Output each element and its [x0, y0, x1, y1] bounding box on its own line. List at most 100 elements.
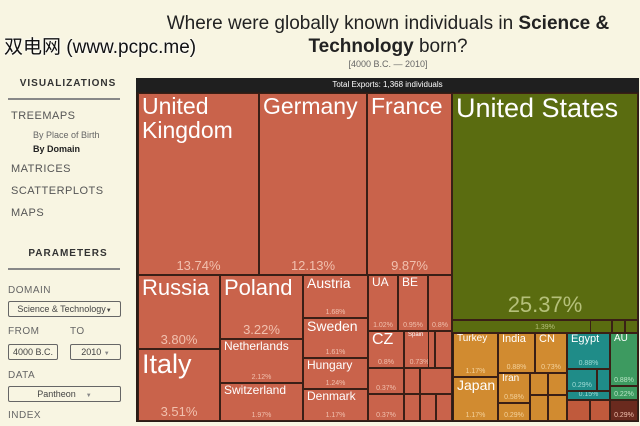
treemap-tile[interactable] [567, 400, 590, 421]
treemap-tile[interactable]: Sweden 1.61% [303, 318, 368, 358]
nav-by-place-of-birth[interactable]: By Place of Birth [33, 130, 100, 140]
tile-percent: 12.13% [290, 258, 336, 273]
tile-percent: 0.29% [504, 412, 524, 419]
tile-percent: 0.95% [403, 322, 423, 329]
tile-percent: 3.22% [243, 322, 280, 337]
tile-percent: 1.17% [465, 368, 486, 375]
treemap-tile[interactable]: France 9.87% [367, 93, 452, 275]
treemap-tile[interactable]: Iran 0.58% [498, 373, 530, 403]
treemap-tile[interactable]: Turkey 1.17% [453, 333, 498, 377]
tile-percent: 0.73% [409, 359, 430, 366]
tile-label: Austria [307, 275, 351, 291]
nav-scatterplots[interactable]: SCATTERPLOTS [11, 185, 104, 197]
treemap-tile[interactable]: Italy 3.51% [138, 349, 220, 421]
to-label: TO [70, 326, 85, 337]
treemap-tile[interactable]: 0.37% [368, 368, 404, 394]
from-label: FROM [8, 326, 40, 337]
tile-label: Japan [457, 377, 496, 393]
tile-percent: 0.15% [578, 391, 599, 398]
treemap-tile[interactable]: Denmark 1.17% [303, 389, 368, 421]
treemap-tile[interactable]: 0.29% [498, 403, 530, 421]
treemap-tile[interactable]: Netherlands 2.12% [220, 339, 303, 383]
treemap-tile[interactable]: India 0.88% [498, 333, 535, 373]
treemap-tile[interactable]: AU 0.88% [610, 333, 638, 386]
tile-label: BE [402, 275, 419, 289]
data-select[interactable]: Pantheon ▼ [8, 386, 121, 402]
treemap-tile[interactable]: United States 25.37% [452, 93, 638, 320]
treemap-tile[interactable] [625, 320, 638, 333]
treemap-tile[interactable]: 0.37% [368, 394, 404, 421]
tile-label: United Kingdom [142, 93, 233, 144]
tile-label: Poland [224, 275, 293, 300]
treemap-tile[interactable]: Japan 1.17% [453, 377, 498, 421]
divider [8, 268, 120, 270]
treemap-tile[interactable]: Hungary 1.24% [303, 358, 368, 389]
treemap-tile[interactable] [530, 395, 548, 421]
treemap-tile[interactable]: CN 0.73% [535, 333, 567, 373]
tile-label: Germany [263, 93, 358, 119]
title-domain-2: Technology [308, 36, 414, 57]
tile-percent: 0.88% [506, 364, 527, 371]
treemap-tile[interactable]: UA 1.02% [368, 275, 398, 331]
domain-select[interactable]: Science & Technology▼ [8, 301, 121, 317]
treemap-tile[interactable] [612, 320, 625, 333]
tile-label: Netherlands [224, 339, 289, 353]
treemap-tile[interactable] [548, 395, 567, 421]
treemap-tile[interactable] [420, 368, 452, 394]
treemap-tile[interactable] [590, 320, 612, 333]
treemap-tile[interactable] [428, 331, 435, 368]
tile-label: Italy [142, 349, 192, 379]
treemap-tile[interactable] [530, 373, 548, 395]
tile-label: CN [539, 333, 555, 345]
treemap-tile[interactable]: CZ 0.8% [368, 331, 404, 368]
domain-value: Science & Technology [17, 304, 106, 314]
tile-percent: 1.97% [251, 412, 272, 419]
tile-percent: 2.12% [251, 374, 272, 381]
to-select[interactable]: 2010 ▼ [70, 344, 121, 360]
treemap-tile[interactable]: 0.29% [610, 400, 638, 421]
treemap-tile[interactable]: Austria 1.68% [303, 275, 368, 318]
from-input[interactable]: 4000 B.C. [8, 344, 58, 360]
treemap-tile[interactable]: 0.15% [567, 391, 610, 400]
tile-label: Russia [142, 275, 210, 300]
treemap-tile[interactable]: 0.29% [567, 369, 597, 391]
treemap-tile[interactable]: BE 0.95% [398, 275, 428, 331]
to-value: 2010 [81, 347, 102, 357]
watermark: 双电网 (www.pcpc.me) [4, 37, 197, 58]
domain-label: DOMAIN [8, 285, 51, 296]
nav-maps[interactable]: MAPS [11, 207, 45, 219]
tile-percent: 0.73% [541, 364, 561, 371]
treemap-tile[interactable] [420, 394, 436, 421]
treemap-tile[interactable] [435, 331, 452, 368]
treemap-tile[interactable] [404, 368, 420, 394]
treemap-tile[interactable] [548, 373, 567, 395]
treemap-tile[interactable] [436, 394, 452, 421]
treemap-tile[interactable]: 0.8% [428, 275, 452, 331]
treemap-tile[interactable] [597, 369, 610, 391]
data-value: Pantheon [37, 389, 76, 399]
tile-percent: 0.8% [432, 322, 448, 329]
tile-percent: 0.22% [614, 391, 634, 398]
nav-matrices[interactable]: MATRICES [11, 163, 72, 175]
tile-label: AU [614, 333, 628, 344]
nav-treemaps[interactable]: TREEMAPS [11, 110, 76, 122]
treemap-tile[interactable] [404, 394, 420, 421]
tile-percent: 0.29% [614, 412, 634, 419]
treemap-tile[interactable]: 0.22% [610, 386, 638, 400]
treemap-tile[interactable]: Switzerland 1.97% [220, 383, 303, 421]
nav-by-domain[interactable]: By Domain [33, 144, 81, 154]
treemap-tile[interactable]: United Kingdom 13.74% [138, 93, 259, 275]
treemap-tile[interactable]: Egypt 0.88% [567, 333, 610, 369]
treemap-tile[interactable] [590, 400, 610, 421]
treemap-tile[interactable]: Russia 3.80% [138, 275, 220, 349]
tile-label: France [371, 93, 443, 119]
tile-percent: 1.02% [373, 322, 393, 329]
tile-percent: 1.39% [535, 324, 555, 331]
tile-label: Turkey [457, 333, 488, 344]
treemap-tile[interactable]: Germany 12.13% [259, 93, 367, 275]
treemap-tile[interactable]: Poland 3.22% [220, 275, 303, 339]
tile-percent: 25.37% [507, 292, 583, 317]
tile-percent: 1.61% [325, 349, 346, 356]
tile-label: Switzerland [224, 383, 287, 397]
tile-label: Egypt [571, 333, 600, 345]
